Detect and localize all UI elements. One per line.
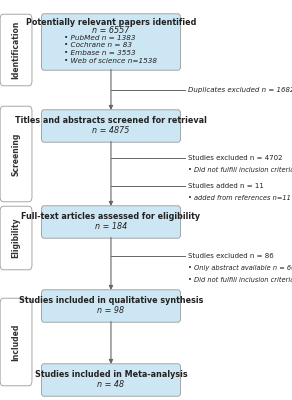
Text: • Embase n = 3553: • Embase n = 3553 [64,50,136,56]
Text: n = 98: n = 98 [98,306,124,315]
Text: • added from references n=11: • added from references n=11 [188,195,291,201]
FancyBboxPatch shape [41,206,180,238]
FancyBboxPatch shape [0,14,32,86]
Text: Studies excluded n = 86: Studies excluded n = 86 [188,253,274,259]
Text: Potentially relevant papers identified: Potentially relevant papers identified [26,18,196,27]
Text: n = 4875: n = 4875 [92,126,130,135]
Text: Included: Included [12,323,20,361]
Text: n = 6557: n = 6557 [92,26,130,35]
Text: Studies included in Meta-analysis: Studies included in Meta-analysis [35,370,187,379]
FancyBboxPatch shape [0,298,32,386]
Text: • Did not fulfill inclusion criteria n = 4702: • Did not fulfill inclusion criteria n =… [188,167,292,173]
FancyBboxPatch shape [41,110,180,142]
Text: • Only abstract available n = 66: • Only abstract available n = 66 [188,265,292,271]
Text: Identification: Identification [12,21,20,79]
FancyBboxPatch shape [41,290,180,322]
FancyBboxPatch shape [0,206,32,270]
FancyBboxPatch shape [0,106,32,202]
Text: Duplicates excluded n = 1682: Duplicates excluded n = 1682 [188,87,292,93]
Text: Eligibility: Eligibility [12,218,20,258]
Text: Full-text articles assessed for eligibility: Full-text articles assessed for eligibil… [21,212,201,221]
Text: Titles and abstracts screened for retrieval: Titles and abstracts screened for retrie… [15,116,207,125]
FancyBboxPatch shape [41,364,180,396]
Text: • Did not fulfill inclusion criteria n = 20: • Did not fulfill inclusion criteria n =… [188,277,292,283]
Text: • PubMed n = 1383: • PubMed n = 1383 [64,35,136,41]
Text: n = 184: n = 184 [95,222,127,231]
FancyBboxPatch shape [41,14,180,70]
Text: n = 48: n = 48 [98,380,124,389]
Text: • Web of science n=1538: • Web of science n=1538 [64,58,157,64]
Text: • Cochrane n = 83: • Cochrane n = 83 [64,42,132,48]
Text: Studies excluded n = 4702: Studies excluded n = 4702 [188,155,283,161]
Text: Screening: Screening [12,132,20,176]
Text: Studies added n = 11: Studies added n = 11 [188,183,264,189]
Text: Studies included in qualitative synthesis: Studies included in qualitative synthesi… [19,296,203,305]
